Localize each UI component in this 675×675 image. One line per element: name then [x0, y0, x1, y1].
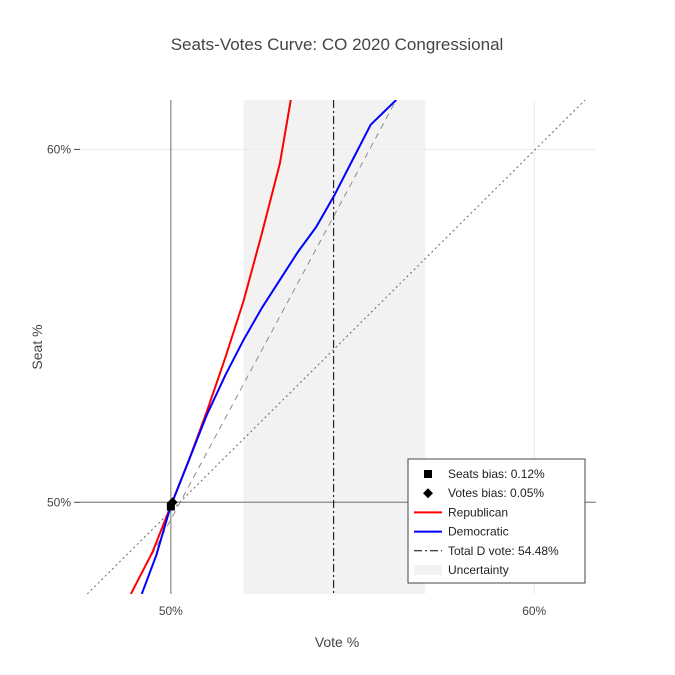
- legend-box: [407, 458, 586, 584]
- plot-series-group: [86, 100, 586, 594]
- legend: Seats bias: 0.12% Votes bias: 0.05% Republ…: [407, 458, 586, 584]
- plot-area: 50% 60% 50% 60%: [47, 100, 596, 618]
- seats-bias-marker: [166, 502, 175, 511]
- y-tick-label: 50%: [47, 495, 71, 509]
- x-axis-title: Vote %: [315, 634, 359, 650]
- democratic-series-line: [140, 100, 397, 594]
- republican-series-line: [129, 100, 292, 594]
- votes-bias-marker: [167, 497, 178, 508]
- legend-label: Votes bias: 0.05%: [448, 486, 544, 500]
- dashed-reference-line: [130, 100, 397, 594]
- y-axis-title: Seat %: [29, 324, 45, 369]
- legend-label: Republican: [448, 505, 508, 519]
- legend-label: Uncertainty: [448, 563, 509, 577]
- y-tick-label: 60%: [47, 142, 71, 156]
- legend-band-symbol: [414, 565, 442, 575]
- legend-diamond-symbol: [423, 488, 433, 499]
- legend-label: Total D vote: 54.48%: [448, 544, 559, 558]
- x-tick-label: 50%: [159, 604, 183, 618]
- dotted-reference-line: [86, 100, 586, 594]
- x-tick-label: 60%: [522, 604, 546, 618]
- legend-label: Seats bias: 0.12%: [448, 467, 545, 481]
- uncertainty-band: [243, 100, 426, 594]
- chart-title: Seats-Votes Curve: CO 2020 Congressional: [171, 35, 504, 54]
- legend-label: Democratic: [448, 525, 509, 539]
- legend-square-symbol: [424, 470, 432, 478]
